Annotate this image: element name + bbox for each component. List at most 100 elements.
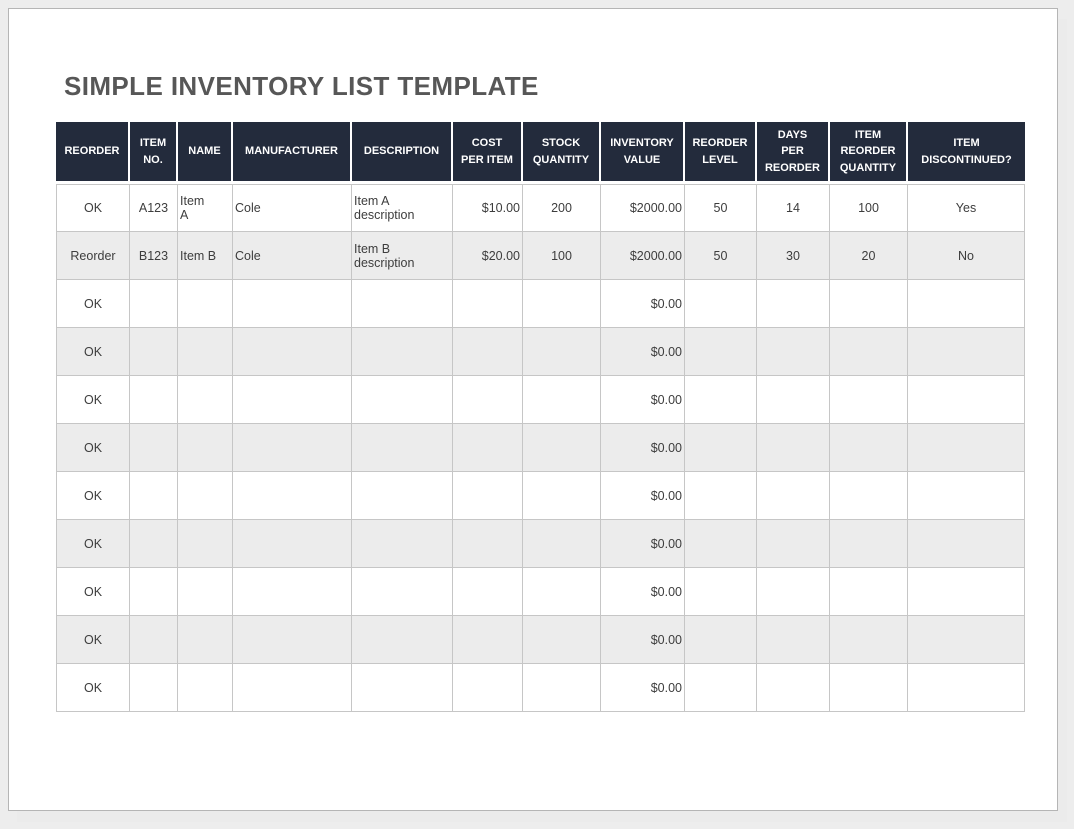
cell-inventory_value[interactable]: $0.00	[601, 664, 685, 712]
cell-reorder_level[interactable]	[685, 472, 757, 520]
cell-item_no[interactable]	[130, 280, 178, 328]
cell-stock_quantity[interactable]: 200	[523, 184, 601, 232]
cell-item_reorder_quantity[interactable]: 20	[830, 232, 908, 280]
cell-manufacturer[interactable]	[233, 280, 352, 328]
cell-inventory_value[interactable]: $0.00	[601, 424, 685, 472]
cell-stock_quantity[interactable]	[523, 568, 601, 616]
cell-item_reorder_quantity[interactable]	[830, 520, 908, 568]
cell-item_no[interactable]	[130, 664, 178, 712]
cell-manufacturer[interactable]	[233, 664, 352, 712]
cell-description[interactable]	[352, 520, 453, 568]
cell-description[interactable]: Item A description	[352, 184, 453, 232]
cell-inventory_value[interactable]: $0.00	[601, 280, 685, 328]
cell-cost_per_item[interactable]	[453, 616, 523, 664]
cell-item_discontinued[interactable]	[908, 520, 1025, 568]
cell-item_no[interactable]	[130, 328, 178, 376]
cell-item_no[interactable]: A123	[130, 184, 178, 232]
cell-item_no[interactable]: B123	[130, 232, 178, 280]
cell-days_per_reorder[interactable]: 30	[757, 232, 830, 280]
cell-inventory_value[interactable]: $0.00	[601, 376, 685, 424]
cell-stock_quantity[interactable]	[523, 376, 601, 424]
cell-item_no[interactable]	[130, 376, 178, 424]
cell-description[interactable]	[352, 280, 453, 328]
cell-item_discontinued[interactable]	[908, 664, 1025, 712]
cell-reorder_level[interactable]: 50	[685, 184, 757, 232]
cell-manufacturer[interactable]: Cole	[233, 184, 352, 232]
cell-description[interactable]	[352, 328, 453, 376]
cell-inventory_value[interactable]: $0.00	[601, 616, 685, 664]
cell-stock_quantity[interactable]	[523, 472, 601, 520]
cell-item_reorder_quantity[interactable]	[830, 568, 908, 616]
cell-reorder[interactable]: OK	[56, 328, 130, 376]
cell-description[interactable]	[352, 616, 453, 664]
cell-days_per_reorder[interactable]	[757, 424, 830, 472]
cell-reorder[interactable]: OK	[56, 376, 130, 424]
cell-inventory_value[interactable]: $0.00	[601, 328, 685, 376]
cell-item_no[interactable]	[130, 520, 178, 568]
cell-cost_per_item[interactable]	[453, 664, 523, 712]
cell-name[interactable]	[178, 616, 233, 664]
cell-item_discontinued[interactable]	[908, 424, 1025, 472]
cell-name[interactable]	[178, 328, 233, 376]
cell-name[interactable]	[178, 376, 233, 424]
cell-cost_per_item[interactable]	[453, 328, 523, 376]
cell-inventory_value[interactable]: $2000.00	[601, 232, 685, 280]
cell-cost_per_item[interactable]	[453, 568, 523, 616]
cell-name[interactable]	[178, 520, 233, 568]
cell-stock_quantity[interactable]	[523, 664, 601, 712]
cell-item_discontinued[interactable]	[908, 376, 1025, 424]
cell-cost_per_item[interactable]	[453, 424, 523, 472]
cell-days_per_reorder[interactable]	[757, 568, 830, 616]
cell-cost_per_item[interactable]	[453, 376, 523, 424]
cell-cost_per_item[interactable]: $20.00	[453, 232, 523, 280]
cell-reorder[interactable]: OK	[56, 568, 130, 616]
cell-stock_quantity[interactable]	[523, 280, 601, 328]
cell-item_discontinued[interactable]	[908, 472, 1025, 520]
cell-item_discontinued[interactable]	[908, 280, 1025, 328]
cell-name[interactable]: Item A	[178, 184, 233, 232]
cell-days_per_reorder[interactable]	[757, 376, 830, 424]
cell-days_per_reorder[interactable]	[757, 616, 830, 664]
cell-name[interactable]	[178, 280, 233, 328]
cell-name[interactable]	[178, 664, 233, 712]
cell-item_reorder_quantity[interactable]	[830, 424, 908, 472]
cell-reorder[interactable]: OK	[56, 184, 130, 232]
cell-manufacturer[interactable]	[233, 472, 352, 520]
cell-item_reorder_quantity[interactable]	[830, 472, 908, 520]
cell-stock_quantity[interactable]: 100	[523, 232, 601, 280]
cell-item_reorder_quantity[interactable]	[830, 664, 908, 712]
cell-inventory_value[interactable]: $0.00	[601, 568, 685, 616]
cell-reorder[interactable]: OK	[56, 424, 130, 472]
cell-item_reorder_quantity[interactable]	[830, 616, 908, 664]
cell-name[interactable]: Item B	[178, 232, 233, 280]
cell-reorder[interactable]: OK	[56, 472, 130, 520]
cell-stock_quantity[interactable]	[523, 520, 601, 568]
cell-cost_per_item[interactable]	[453, 472, 523, 520]
cell-manufacturer[interactable]	[233, 520, 352, 568]
cell-description[interactable]	[352, 568, 453, 616]
cell-cost_per_item[interactable]	[453, 520, 523, 568]
cell-stock_quantity[interactable]	[523, 328, 601, 376]
cell-name[interactable]	[178, 424, 233, 472]
cell-description[interactable]	[352, 424, 453, 472]
cell-manufacturer[interactable]: Cole	[233, 232, 352, 280]
cell-description[interactable]	[352, 664, 453, 712]
cell-reorder_level[interactable]	[685, 376, 757, 424]
cell-reorder[interactable]: OK	[56, 520, 130, 568]
cell-inventory_value[interactable]: $2000.00	[601, 184, 685, 232]
cell-item_no[interactable]	[130, 616, 178, 664]
cell-cost_per_item[interactable]: $10.00	[453, 184, 523, 232]
cell-reorder_level[interactable]	[685, 424, 757, 472]
cell-item_discontinued[interactable]	[908, 568, 1025, 616]
cell-days_per_reorder[interactable]: 14	[757, 184, 830, 232]
cell-description[interactable]	[352, 472, 453, 520]
cell-item_no[interactable]	[130, 472, 178, 520]
cell-name[interactable]	[178, 568, 233, 616]
cell-reorder[interactable]: OK	[56, 280, 130, 328]
cell-days_per_reorder[interactable]	[757, 520, 830, 568]
cell-item_discontinued[interactable]	[908, 328, 1025, 376]
cell-item_no[interactable]	[130, 568, 178, 616]
cell-manufacturer[interactable]	[233, 328, 352, 376]
cell-item_discontinued[interactable]: No	[908, 232, 1025, 280]
cell-manufacturer[interactable]	[233, 424, 352, 472]
